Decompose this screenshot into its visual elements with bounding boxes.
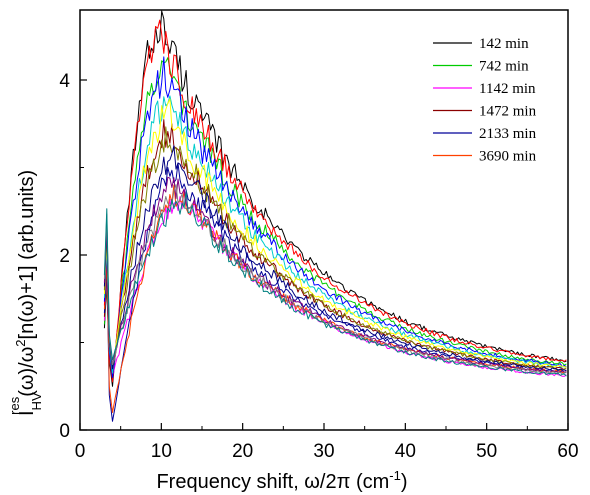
series-line [103,57,567,378]
series-line [103,162,567,422]
x-tick-label: 50 [476,441,497,462]
y-tick-label: 2 [59,246,70,267]
legend-label: 1142 min [479,81,536,97]
x-axis-title: Frequency shift, ω/2π (cm-1) [156,468,407,493]
series-line [103,19,567,383]
legend-label: 142 min [479,36,529,52]
series-line [103,95,567,374]
series-line [103,119,567,371]
series-line [103,126,567,371]
series-line [103,56,567,378]
x-tick-label: 0 [75,441,86,462]
x-tick-label: 60 [557,441,578,462]
axis-ticks: 0 10 20 30 40 50 60 0 2 4 [59,71,578,462]
legend-label: 742 min [479,59,529,75]
legend-label: 2133 min [479,126,537,142]
legend: 142 min 742 min 1142 min 1472 min 2133 min 36… [433,36,537,165]
legend-label: 1472 min [479,104,537,120]
y-axis-title: IHVres(ω)/ω2[n(ω)+1] (arb.units) [7,170,44,416]
y-tick-label: 4 [59,71,70,92]
x-tick-label: 40 [395,441,416,462]
y-tick-label: 0 [59,421,70,442]
series-line [103,190,567,377]
legend-label: 3690 min [479,149,537,165]
x-tick-label: 10 [151,441,172,462]
series-line [103,145,567,372]
x-tick-label: 20 [232,441,253,462]
series-layer [103,10,567,422]
series-line [103,98,567,370]
x-tick-label: 30 [313,441,334,462]
